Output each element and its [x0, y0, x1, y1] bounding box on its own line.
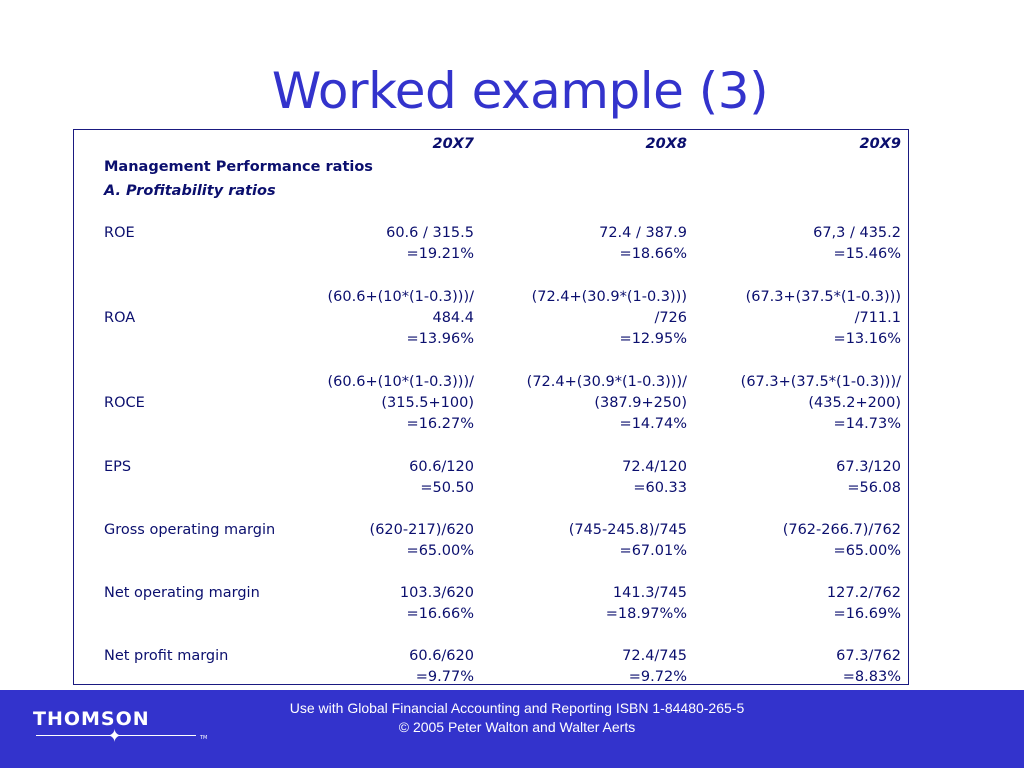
table-row: ROA 484.4 /726 /711.1: [74, 308, 908, 329]
table-cell: /711.1: [854, 310, 901, 326]
table-cell: (387.9+250): [594, 395, 687, 411]
table-row: Net operating margin 103.3/620 141.3/745…: [74, 583, 908, 604]
row-label-roa: ROA: [104, 310, 136, 326]
column-header-20x8: 20X8: [645, 136, 687, 152]
star-icon: ✦: [107, 726, 123, 747]
table-row: (60.6+(10*(1-0.3)))/ (72.4+(30.9*(1-0.3)…: [74, 287, 908, 308]
table-cell: 67.3/120: [836, 459, 901, 475]
table-cell: =13.16%: [833, 331, 901, 347]
table-cell: 60.6/620: [409, 648, 474, 664]
table-cell: (620-217)/620: [369, 522, 474, 538]
table-cell: =50.50: [420, 480, 474, 496]
trademark-mark: TM: [200, 735, 208, 741]
table-cell: 103.3/620: [399, 585, 474, 601]
table-cell: =15.46%: [833, 246, 901, 262]
row-label-eps: EPS: [104, 459, 132, 475]
ratios-table: 20X7 20X8 20X9 Management Performance ra…: [73, 129, 909, 685]
footer-line-2: © 2005 Peter Walton and Walter Aerts: [398, 719, 636, 735]
logo-underline: [36, 735, 196, 736]
table-cell: (72.4+(30.9*(1-0.3)))/: [526, 374, 687, 390]
table-cell: =65.00%: [833, 543, 901, 559]
section-heading-row: Management Performance ratios: [74, 157, 908, 178]
table-cell: /726: [654, 310, 687, 326]
table-row: EPS 60.6/120 72.4/120 67.3/120: [74, 457, 908, 478]
row-label-gross-operating-margin: Gross operating margin: [104, 522, 276, 538]
table-cell: 67.3/762: [836, 648, 901, 664]
table-cell: 72.4/745: [622, 648, 687, 664]
table-cell: (72.4+(30.9*(1-0.3))): [531, 289, 687, 305]
table-cell: (67.3+(37.5*(1-0.3))): [745, 289, 901, 305]
row-label-roe: ROE: [104, 225, 135, 241]
table-cell: 72.4 / 387.9: [599, 225, 687, 241]
table-row: =19.21% =18.66% =15.46%: [74, 244, 908, 265]
row-label-net-operating-margin: Net operating margin: [104, 585, 260, 601]
table-row: =16.66% =18.97%% =16.69%: [74, 604, 908, 625]
table-cell: =56.08: [847, 480, 901, 496]
table-cell: (60.6+(10*(1-0.3)))/: [327, 289, 474, 305]
table-cell: =67.01%: [619, 543, 687, 559]
table-cell: 141.3/745: [612, 585, 687, 601]
table-cell: =19.21%: [406, 246, 474, 262]
table-cell: (315.5+100): [381, 395, 474, 411]
footer-text: Use with Global Financial Accounting and…: [262, 699, 772, 737]
table-cell: =65.00%: [406, 543, 474, 559]
table-row: =9.77% =9.72% =8.83%: [74, 667, 908, 688]
table-cell: 484.4: [432, 310, 474, 326]
table-cell: (745-245.8)/745: [568, 522, 687, 538]
table-row: ROCE (315.5+100) (387.9+250) (435.2+200): [74, 393, 908, 414]
table-cell: =8.83%: [842, 669, 901, 685]
table-row: ROE 60.6 / 315.5 72.4 / 387.9 67,3 / 435…: [74, 223, 908, 244]
table-cell: =18.66%: [619, 246, 687, 262]
table-row: Gross operating margin (620-217)/620 (74…: [74, 520, 908, 541]
table-cell: 67,3 / 435.2: [813, 225, 901, 241]
row-label-roce: ROCE: [104, 395, 145, 411]
table-cell: (67.3+(37.5*(1-0.3)))/: [740, 374, 901, 390]
table-cell: 60.6 / 315.5: [386, 225, 474, 241]
table-cell: (762-266.7)/762: [782, 522, 901, 538]
table-cell: =14.73%: [833, 416, 901, 432]
column-header-20x7: 20X7: [432, 136, 474, 152]
table-cell: 127.2/762: [826, 585, 901, 601]
table-cell: =9.72%: [628, 669, 687, 685]
table-cell: =16.69%: [833, 606, 901, 622]
table-cell: (435.2+200): [808, 395, 901, 411]
slide-title: Worked example (3): [271, 62, 769, 120]
table-row: =50.50 =60.33 =56.08: [74, 478, 908, 499]
table-cell: =16.27%: [406, 416, 474, 432]
table-row: Net profit margin 60.6/620 72.4/745 67.3…: [74, 646, 908, 667]
table-cell: 60.6/120: [409, 459, 474, 475]
table-cell: =18.97%%: [605, 606, 687, 622]
footer-bar: THOMSON ✦ TM Use with Global Financial A…: [0, 690, 1024, 768]
table-cell: =9.77%: [415, 669, 474, 685]
table-row: =13.96% =12.95% =13.16%: [74, 329, 908, 350]
section-heading: Management Performance ratios: [104, 159, 373, 175]
column-header-20x9: 20X9: [859, 136, 901, 152]
subsection-heading-row: A. Profitability ratios: [74, 181, 908, 202]
footer-line-1: Use with Global Financial Accounting and…: [289, 700, 745, 716]
table-cell: =14.74%: [619, 416, 687, 432]
table-row: =65.00% =67.01% =65.00%: [74, 541, 908, 562]
thomson-logo: THOMSON: [33, 708, 150, 730]
table-row: (60.6+(10*(1-0.3)))/ (72.4+(30.9*(1-0.3)…: [74, 372, 908, 393]
table-cell: =60.33: [633, 480, 687, 496]
table-cell: (60.6+(10*(1-0.3)))/: [327, 374, 474, 390]
table-cell: =12.95%: [619, 331, 687, 347]
column-header-row: 20X7 20X8 20X9: [74, 134, 908, 155]
table-cell: =16.66%: [406, 606, 474, 622]
table-row: =16.27% =14.74% =14.73%: [74, 414, 908, 435]
subsection-heading: A. Profitability ratios: [104, 183, 276, 199]
table-cell: =13.96%: [406, 331, 474, 347]
table-cell: 72.4/120: [622, 459, 687, 475]
row-label-net-profit-margin: Net profit margin: [104, 648, 229, 664]
